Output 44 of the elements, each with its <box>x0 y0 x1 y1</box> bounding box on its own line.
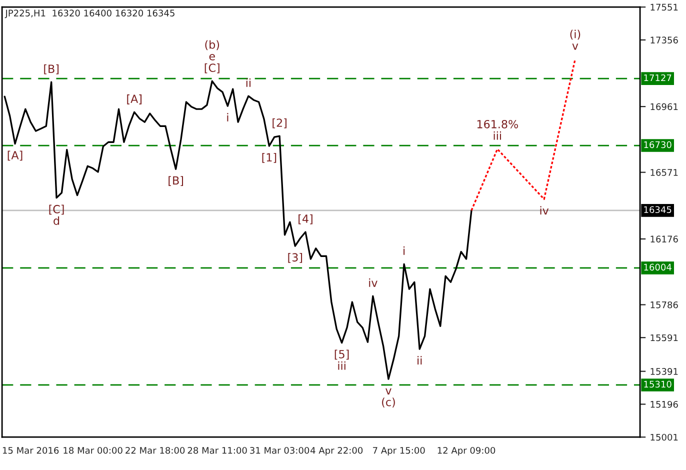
x-tick-label: 12 Apr 09:00 <box>438 446 496 456</box>
annotation: [1] <box>262 152 276 163</box>
x-tick-label: 28 Mar 11:00 <box>188 446 247 454</box>
ref-line-label: 16004 <box>644 264 672 271</box>
annotation: [4] <box>298 214 312 224</box>
annotation: [A] <box>127 94 142 104</box>
annotation: (b) e [C] <box>204 40 220 74</box>
annotation: i <box>404 246 405 255</box>
annotation: [3] <box>288 252 302 263</box>
chart-title: JP225,H1 16320 16400 16320 16345 <box>4 10 174 18</box>
annotation: iv <box>540 206 549 215</box>
x-tick-label: 15 Mar 2016 <box>2 446 59 454</box>
x-tick-label: 22 Mar 18:00 <box>126 446 185 454</box>
y-tick-label: 16176 <box>650 236 678 242</box>
annotation: [2] <box>272 118 286 128</box>
annotation: [B] <box>168 176 184 186</box>
y-tick-label: 15391 <box>650 368 678 375</box>
annotation: 161.8% iii <box>477 120 518 140</box>
annotation: [5] iii <box>334 350 349 370</box>
y-tick-label: 15196 <box>650 400 678 408</box>
annotation: iv <box>369 278 378 287</box>
annotation: ii <box>246 78 250 87</box>
annotation: v (c) <box>382 388 395 408</box>
y-tick-label: 17551 <box>650 4 678 11</box>
y-tick-label: 15786 <box>650 301 678 308</box>
annotation: [A] <box>8 150 22 161</box>
annotation: ii <box>418 356 422 364</box>
ref-line-label: 15310 <box>644 380 672 388</box>
annotation: (i) v <box>570 30 580 50</box>
y-tick-label: 15591 <box>650 334 678 342</box>
annotation: [C] d <box>49 204 64 225</box>
x-tick-label: 4 Apr 22:00 <box>310 446 363 456</box>
annotation: i <box>227 112 228 122</box>
ref-line-label: 16345 <box>644 206 672 214</box>
x-tick-label: 31 Mar 03:00 <box>250 446 310 454</box>
ref-line-label: 17127 <box>644 74 672 82</box>
ref-line-label: 16730 <box>644 141 672 148</box>
x-tick-label: 18 Mar 00:00 <box>64 446 122 454</box>
y-tick-label: 16571 <box>650 169 678 176</box>
y-tick-label: 15001 <box>650 434 678 441</box>
annotation: [B] <box>44 64 59 74</box>
y-tick-label: 17356 <box>650 36 678 44</box>
y-tick-label: 16961 <box>650 103 678 110</box>
x-tick-label: 7 Apr 15:00 <box>373 446 425 456</box>
